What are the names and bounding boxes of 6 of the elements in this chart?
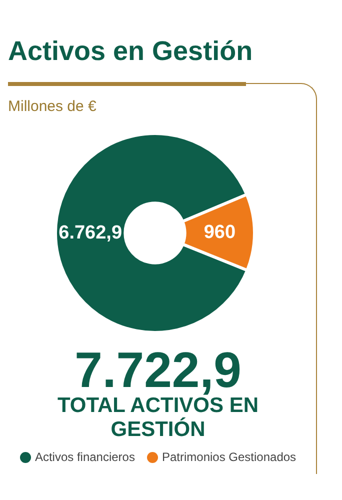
legend-label: Activos financieros xyxy=(34,450,135,464)
data-label: 6.762,9 xyxy=(58,222,122,244)
data-label: 960 xyxy=(204,222,236,243)
legend-label: Patrimonios Gestionados xyxy=(162,450,296,464)
chart-subtitle: Millones de € xyxy=(8,98,96,115)
chart-title: Activos en Gestión xyxy=(8,36,253,67)
